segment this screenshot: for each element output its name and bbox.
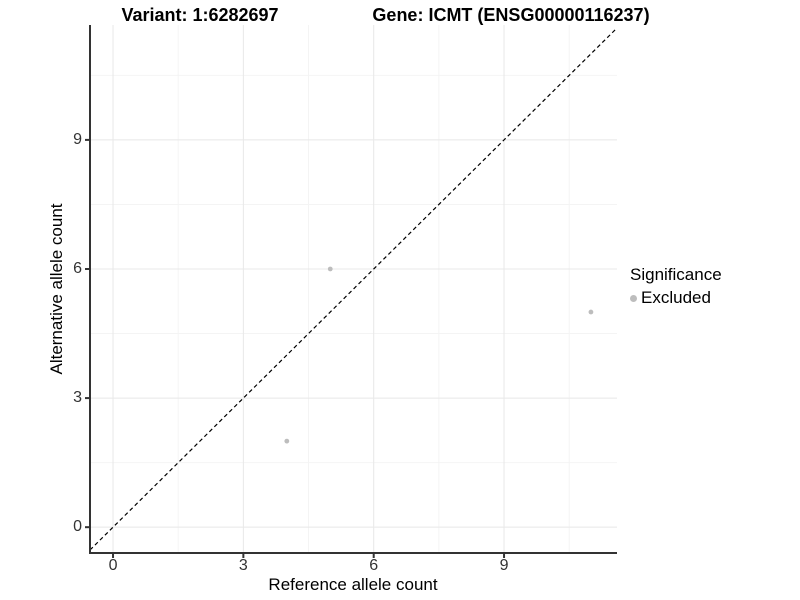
plot-title-variant: Variant: 1:6282697 (121, 5, 279, 25)
x-tick-label: 9 (499, 557, 509, 574)
y-tick-label: 9 (73, 130, 82, 148)
legend-item-excluded: Excluded (630, 288, 722, 308)
data-point (327, 266, 333, 272)
x-axis-title: Reference allele count (268, 575, 438, 594)
identity-dashed-line (89, 27, 618, 551)
x-tick-label: 3 (238, 557, 248, 574)
plot-title-gene: Gene: ICMT (ENSG00000116237) (372, 5, 650, 25)
data-point (284, 438, 290, 444)
y-axis-title: Alternative allele count (47, 203, 66, 375)
data-point (588, 309, 594, 315)
legend-title: Significance (630, 265, 722, 284)
y-tick-label: 0 (73, 518, 82, 536)
excluded-point-icon (630, 294, 637, 302)
y-tick-label: 6 (73, 259, 82, 277)
x-tick-label: 0 (108, 557, 118, 574)
x-tick-label: 6 (369, 557, 379, 574)
y-tick-label: 3 (73, 389, 82, 407)
legend-label: Excluded (641, 288, 711, 307)
legend: Significance Excluded (630, 265, 722, 308)
